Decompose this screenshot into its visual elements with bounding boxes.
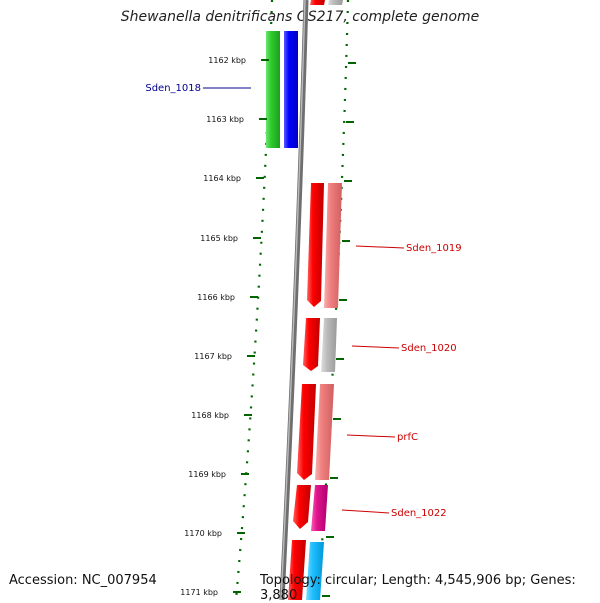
sden1020-leader xyxy=(351,345,400,349)
backbone xyxy=(279,0,309,600)
backbone-highlight xyxy=(280,0,306,600)
scale-label: 1170 kbp xyxy=(184,529,222,538)
scale-label: 1169 kbp xyxy=(188,470,226,479)
gene-sden1022-red[interactable] xyxy=(293,485,311,529)
scale-label: 1165 kbp xyxy=(200,234,238,243)
gene-prfC-pink[interactable] xyxy=(315,384,334,480)
scale-label: 1166 kbp xyxy=(197,293,235,302)
scale-label: 1167 kbp xyxy=(194,352,232,361)
scale-label: 1168 kbp xyxy=(191,411,229,420)
scale-label: 1163 kbp xyxy=(206,115,244,124)
right-dashes xyxy=(322,62,356,597)
gene-sden1020-red[interactable] xyxy=(303,318,320,371)
topology-text: Topology: circular; Length: 4,545,906 bp… xyxy=(260,573,576,603)
gene-label-sden1022[interactable]: Sden_1022 xyxy=(391,508,447,519)
gene-sden1022-magenta[interactable] xyxy=(311,485,328,531)
gene-top-red[interactable] xyxy=(310,0,325,5)
gene-label-sden1020[interactable]: Sden_1020 xyxy=(401,343,457,354)
gene-prfC-red[interactable] xyxy=(297,384,316,480)
prfC-leader xyxy=(346,434,396,438)
gene-sden1018-green[interactable] xyxy=(266,31,280,148)
gene-bottom-red[interactable] xyxy=(288,540,306,600)
sden1022-leader xyxy=(341,509,390,514)
gene-sden1019-red[interactable] xyxy=(307,183,324,307)
gene-sden1018-blue[interactable] xyxy=(284,31,298,148)
scale-ticks: 1162 kbp 1163 kbp 1164 kbp 1165 kbp 1166 kbp… xyxy=(180,56,269,597)
gene-label-sden1018[interactable]: Sden_1018 xyxy=(145,83,201,94)
map-title: Shewanella denitrificans OS217, complete… xyxy=(120,9,480,25)
gene-sden1020-grey[interactable] xyxy=(321,318,337,372)
scale-label: 1171 kbp xyxy=(180,588,218,597)
gene-sden1019-pink[interactable] xyxy=(324,183,342,308)
gene-label-prfC[interactable]: prfC xyxy=(397,432,418,443)
scale-label: 1162 kbp xyxy=(208,56,246,65)
scale-label: 1164 kbp xyxy=(203,174,241,183)
sden1019-leader xyxy=(355,245,405,249)
gene-bottom-cyan[interactable] xyxy=(306,542,324,600)
gene-top-grey[interactable] xyxy=(328,0,343,5)
gene-label-sden1019[interactable]: Sden_1019 xyxy=(406,243,462,254)
accession-text: Accession: NC_007954 xyxy=(9,573,157,588)
